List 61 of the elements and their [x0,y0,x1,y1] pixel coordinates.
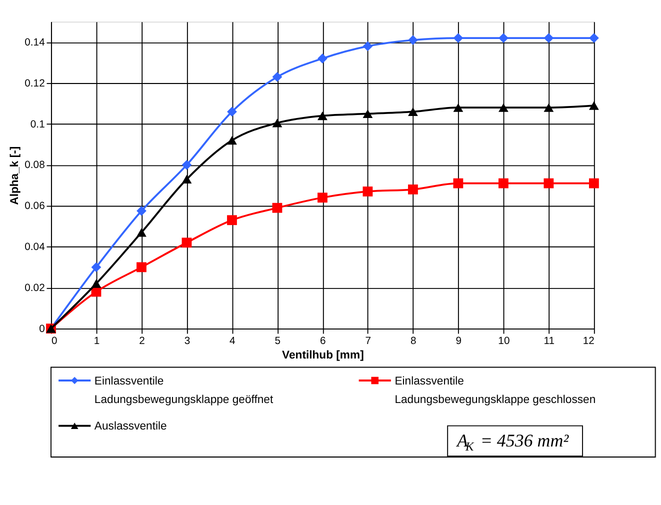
x-tick-label: 5 [274,336,281,348]
x-tick-label: 8 [410,336,417,348]
x-axis-title: Ventilhub [mm] [282,349,364,362]
point [136,262,146,272]
point [227,215,237,226]
y-tick-label: 0.1 [30,119,46,130]
point [136,206,146,216]
x-tick-label: 12 [582,336,595,348]
point [408,184,418,194]
point [362,186,373,196]
point [91,262,102,272]
x-tick-label: 2 [139,336,146,348]
point [91,279,102,288]
point [408,107,418,116]
point [318,54,328,64]
point [272,72,282,82]
y-tick-label: 0.02 [24,282,46,294]
x-tick-label: 1 [94,336,100,348]
x-tick-label: 11 [544,336,555,348]
point [182,174,192,184]
point [182,160,192,170]
point [272,118,282,128]
legend-label: Auslassventile [94,420,167,433]
point [453,178,464,188]
x-tick-label: 6 [320,336,326,348]
point [182,238,192,248]
point [227,136,237,145]
point [498,103,508,112]
point [318,192,328,203]
point [272,202,282,213]
point [544,103,554,112]
point [589,178,599,188]
x-tick-label: 7 [365,336,372,348]
legend-label: Einlassventile Ladungsbewegungsklappe geöffnet [94,375,274,406]
y-tick-label: 0 [39,324,46,335]
point [453,33,464,43]
point [136,228,146,237]
x-tick-label: 0 [51,336,58,348]
x-tick-label: 4 [230,336,236,348]
y-tick-label: 0.06 [24,201,46,212]
x-tick-label: 3 [184,336,190,348]
point [498,178,508,188]
x-tick-label: 10 [498,336,510,348]
point [318,112,328,120]
y-tick-label: 0.12 [24,78,46,90]
point [362,41,373,52]
point [589,101,599,110]
x-tick-label: 9 [456,336,462,348]
legend-label: Einlassventile Ladungsbewegungsklappe geschlossen [394,375,596,406]
point [544,33,554,43]
y-tick-label: 0.04 [24,242,46,254]
point [362,109,373,118]
point [498,33,508,43]
y-axis-title: Alpha_k [-] [9,146,22,205]
point [453,103,464,112]
y-tick-label: 0.14 [24,37,46,48]
point [589,33,599,43]
point [227,106,237,117]
point [544,178,554,188]
point [408,35,418,46]
y-tick-label: 0.08 [24,160,46,172]
